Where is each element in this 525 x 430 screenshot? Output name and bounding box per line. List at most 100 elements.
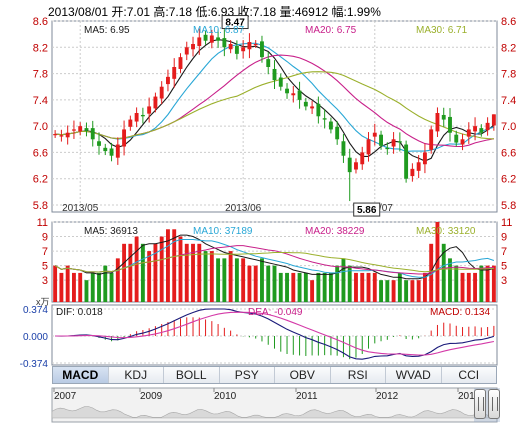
- candle-body: [278, 77, 283, 87]
- volume-bar: [203, 251, 208, 302]
- volume-bar: [410, 280, 415, 302]
- volume-bar: [341, 258, 346, 302]
- candle-body: [71, 129, 76, 131]
- price-tick-label-left: 7.8: [33, 69, 48, 81]
- candle-body: [347, 157, 352, 173]
- tab-macd[interactable]: MACD: [53, 367, 109, 383]
- volume-bar: [385, 280, 390, 302]
- candle-body: [397, 141, 402, 143]
- candle-body: [53, 134, 58, 136]
- volume-bar: [441, 243, 446, 302]
- candle-body: [410, 168, 415, 177]
- legend-value: 6.71: [448, 25, 468, 36]
- volume-bar: [303, 272, 308, 302]
- volume-bar: [178, 236, 183, 302]
- price-tick-label-left: 5.8: [33, 200, 48, 212]
- volume-bar: [278, 272, 283, 302]
- legend-value: 6.87: [225, 25, 245, 36]
- candle-body: [115, 144, 120, 158]
- volume-bar: [209, 251, 214, 302]
- macd-tick-label: 0.000: [23, 332, 48, 343]
- volume-bar: [354, 272, 358, 302]
- tab-psy[interactable]: PSY: [219, 367, 275, 383]
- volume-bar: [479, 265, 484, 302]
- volume-bar: [491, 265, 496, 302]
- price-tick-label-right: 7.8: [501, 69, 516, 81]
- legend-name: MA10: [193, 25, 220, 36]
- legend-sep: :: [219, 25, 225, 36]
- price-legend-ma30: MA30: 6.71: [416, 25, 468, 36]
- volume-bar: [71, 272, 76, 302]
- volume-bar: [253, 265, 258, 302]
- volume-bar: [103, 265, 108, 302]
- volume-bar: [347, 265, 352, 302]
- candle-body: [441, 114, 446, 120]
- range-handle-right[interactable]: [488, 389, 500, 419]
- volume-bar: [460, 272, 465, 302]
- price-tick-label-left: 7.4: [33, 95, 48, 107]
- legend-value: 33120: [448, 226, 476, 237]
- price-tick-label-right: 8.6: [501, 16, 516, 28]
- legend-value: 38229: [337, 226, 365, 237]
- tab-wvad[interactable]: WVAD: [386, 367, 442, 383]
- volume-bar: [435, 222, 440, 302]
- volume-bar: [166, 229, 170, 302]
- tab-boll[interactable]: BOLL: [164, 367, 220, 383]
- legend-name: MA5: [84, 226, 105, 237]
- tab-kdj[interactable]: KDJ: [108, 367, 164, 383]
- tab-obv[interactable]: OBV: [275, 367, 331, 383]
- volume-bar: [310, 280, 315, 302]
- candle-body: [184, 47, 189, 55]
- volume-bar: [247, 265, 252, 302]
- range-handle-left[interactable]: [474, 389, 486, 419]
- volume-tick-label-left: 3: [42, 275, 48, 287]
- tab-rsi[interactable]: RSI: [330, 367, 386, 383]
- legend-name: MACD: [430, 307, 459, 318]
- legend-name: MA20: [305, 226, 332, 237]
- candle-body: [166, 76, 170, 85]
- timeline-year-label: 2010: [214, 391, 237, 402]
- macd-tick-label: -0.374: [20, 359, 49, 370]
- volume-bar: [291, 272, 296, 302]
- volume-bar: [379, 280, 383, 302]
- legend-sep: :: [442, 226, 448, 237]
- volume-bar: [184, 243, 189, 302]
- volume-bar: [466, 272, 471, 302]
- candle-body: [360, 152, 365, 165]
- volume-bar: [134, 236, 139, 302]
- candle-body: [266, 59, 271, 67]
- candle-body: [272, 68, 277, 81]
- candle-body: [209, 35, 214, 43]
- legend-value: 36913: [110, 226, 138, 237]
- candle-body: [134, 113, 139, 122]
- legend-value: 0.018: [78, 307, 103, 318]
- macd-legend-macd: MACD: 0.134: [430, 307, 490, 318]
- price-tick-label-left: 6.2: [33, 174, 48, 186]
- candle-body: [222, 38, 227, 48]
- legend-sep: :: [72, 307, 78, 318]
- price-tick-label-right: 5.8: [501, 200, 516, 212]
- candle-body: [234, 45, 239, 54]
- volume-bar: [454, 265, 459, 302]
- candle-body: [172, 67, 177, 79]
- price-ma10-line: [55, 42, 495, 152]
- volume-legend-ma10: MA10: 37189: [193, 226, 253, 237]
- candle-body: [128, 119, 133, 127]
- candle-body: [454, 134, 459, 143]
- tab-cci[interactable]: CCI: [441, 367, 496, 383]
- macd-legend-dea: DEA: -0.049: [248, 307, 303, 318]
- volume-bar: [404, 280, 409, 302]
- candle-body: [460, 139, 465, 145]
- date-tick-label: 2013/05: [62, 203, 99, 214]
- legend-name: MA10: [193, 226, 220, 237]
- price-tick-label-right: 8.2: [501, 42, 516, 54]
- volume-bar: [397, 272, 402, 302]
- candle-body: [59, 135, 64, 137]
- candle-body: [466, 129, 471, 137]
- candle-body: [372, 132, 377, 137]
- volume-bar: [266, 265, 271, 302]
- volume-bar: [322, 272, 327, 302]
- candle-body: [260, 41, 264, 58]
- volume-bar: [228, 251, 233, 302]
